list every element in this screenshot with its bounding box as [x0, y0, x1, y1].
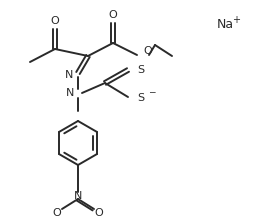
Text: S: S [137, 93, 144, 103]
Text: O: O [53, 208, 61, 218]
Text: Na: Na [216, 18, 233, 32]
Text: −: − [148, 87, 155, 97]
Text: O: O [143, 46, 152, 56]
Text: O: O [109, 10, 117, 20]
Text: O: O [51, 16, 59, 26]
Text: S: S [137, 65, 144, 75]
Text: O: O [95, 208, 104, 218]
Text: N: N [65, 70, 73, 80]
Text: +: + [232, 15, 240, 25]
Text: N: N [74, 191, 82, 201]
Text: N: N [66, 88, 74, 98]
